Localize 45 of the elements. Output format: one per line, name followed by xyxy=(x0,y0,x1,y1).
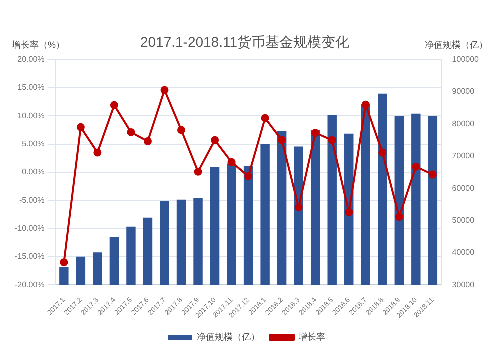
y2-tick-label: 30000 xyxy=(452,280,476,290)
point xyxy=(278,136,286,144)
point xyxy=(127,128,136,136)
point xyxy=(160,86,169,94)
y2-tick-label: 50000 xyxy=(452,216,476,225)
y2-axis-title: 净值规模（亿） xyxy=(424,39,488,52)
y-axis-title: 增长率（%） xyxy=(12,39,66,52)
point xyxy=(144,137,152,146)
point xyxy=(110,101,118,110)
point xyxy=(194,168,202,176)
y2-tick-label: 70000 xyxy=(452,152,476,161)
y-tick-label: -20.00% xyxy=(15,280,45,290)
point xyxy=(244,172,253,180)
y2-tick-label: 40000 xyxy=(452,248,476,258)
y-tick-label: 5.00% xyxy=(22,140,45,149)
y2-tick-label: 60000 xyxy=(452,184,476,193)
y-tick-label: 10.00% xyxy=(18,111,45,120)
y-tick-label: -15.00% xyxy=(15,252,45,262)
y2-tick-label: 80000 xyxy=(452,119,476,128)
point xyxy=(378,148,387,157)
point xyxy=(60,258,68,267)
y2-tick-label: 100000 xyxy=(452,55,480,64)
y2-tick-label: 90000 xyxy=(452,87,476,96)
chart-title: 2017.1-2018.11货币基金规模变化 xyxy=(140,34,350,52)
point xyxy=(178,126,186,134)
point xyxy=(412,162,420,171)
point xyxy=(294,203,303,212)
y-tick-label: -5.00% xyxy=(19,196,45,205)
point xyxy=(211,136,220,144)
point xyxy=(312,129,320,138)
point xyxy=(76,123,85,132)
point xyxy=(395,212,404,221)
point xyxy=(362,100,370,109)
y-tick-label: 15.00% xyxy=(18,83,45,92)
point xyxy=(345,208,354,216)
legend-label: 净值规模（亿） xyxy=(197,332,260,342)
y-tick-label: 20.00% xyxy=(18,55,45,64)
y-tick-label: 0.00% xyxy=(22,168,45,177)
point xyxy=(94,148,102,157)
legend-label: 增长率 xyxy=(298,332,326,342)
point xyxy=(328,136,336,144)
y-tick-label: -10.00% xyxy=(15,224,45,234)
point xyxy=(228,158,236,166)
point xyxy=(428,170,437,179)
point xyxy=(261,114,270,122)
